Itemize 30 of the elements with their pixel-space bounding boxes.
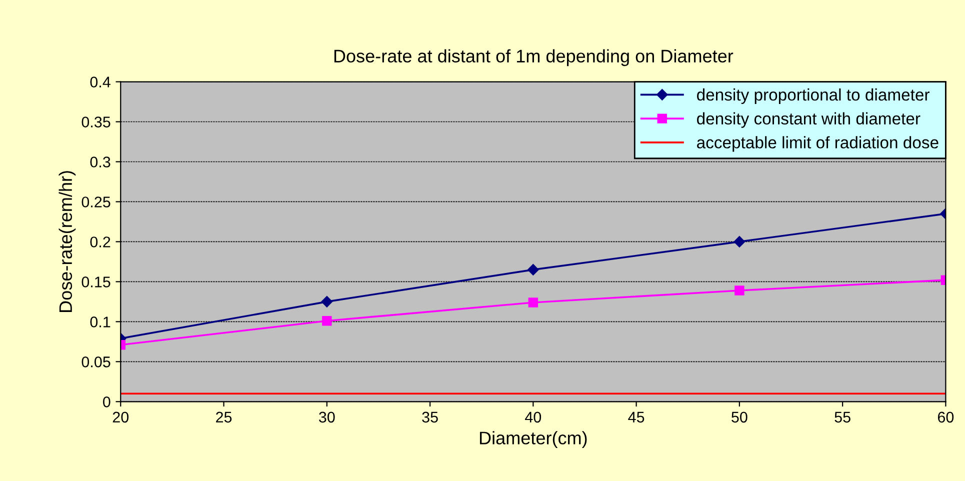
- y-tick-label: 0.2: [90, 236, 110, 248]
- y-tick-label: 0.35: [82, 116, 110, 128]
- x-tick-label: 55: [834, 412, 850, 423]
- y-tick-label: 0.1: [90, 316, 110, 328]
- x-tick-label: 50: [732, 412, 748, 423]
- x-tick-label: 25: [216, 412, 232, 423]
- x-tick-label: 20: [112, 412, 129, 423]
- x-tick-label: 40: [525, 412, 542, 423]
- chart-title: Dose-rate at distant of 1m depending on Diameter: [334, 49, 734, 66]
- legend-label: density constant with diameter: [697, 112, 920, 128]
- point: [734, 286, 744, 296]
- x-tick-label: 30: [318, 412, 335, 423]
- x-tick-label: 35: [422, 412, 438, 423]
- x-axis-title: Diameter(cm): [480, 431, 587, 448]
- x-tick-label: 60: [938, 412, 954, 423]
- point: [528, 298, 538, 308]
- point: [322, 316, 332, 326]
- point: [528, 264, 539, 276]
- y-tick-label: 0.15: [82, 276, 110, 288]
- y-tick-label: 0.4: [90, 76, 110, 88]
- y-tick-label: 0.05: [82, 356, 110, 368]
- y-tick-label: 0: [103, 396, 110, 408]
- point: [321, 296, 332, 308]
- y-tick-label: 0.25: [82, 196, 110, 208]
- point: [734, 236, 746, 248]
- x-tick-label: 45: [628, 412, 644, 423]
- y-tick-label: 0.3: [90, 156, 110, 168]
- legend-label: density proportional to diameter: [697, 88, 930, 104]
- legend-label: acceptable limit of radiation dose: [697, 136, 938, 152]
- y-axis-title: Dose-rate(rem/hr): [58, 171, 76, 312]
